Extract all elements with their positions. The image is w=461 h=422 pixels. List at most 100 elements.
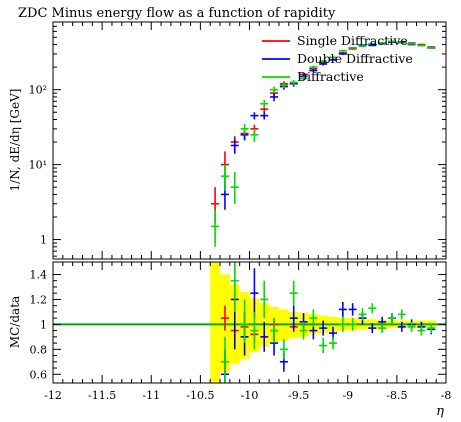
ratio-series-diffractive	[220, 262, 436, 383]
legend-item: Diffractive	[262, 69, 364, 84]
energy-flow-points	[211, 40, 436, 247]
ratio-point	[427, 323, 436, 334]
series-diffractive	[211, 40, 436, 247]
data-point	[427, 47, 436, 49]
y-tick-label: 10¹	[29, 159, 47, 172]
x-axis: -12 -11.5 -11 -10.5 -10 -9.5 -9 -8.5 -8	[44, 262, 451, 402]
legend: Single Diffractive Double Diffractive Diff…	[262, 33, 413, 84]
data-point	[309, 68, 318, 73]
ratio-point	[289, 305, 298, 331]
ratio-point	[368, 303, 377, 314]
ratio-point	[387, 313, 396, 324]
energy-flow-panel: 1 10¹ 10² 1/N, dE/dη [GeV] Single Diffract…	[8, 21, 447, 260]
ratio-point	[397, 309, 406, 320]
x-tick-label: -8	[441, 389, 452, 402]
x-axis-label: η	[436, 404, 444, 419]
ratio-point	[378, 323, 387, 334]
data-point	[211, 209, 220, 247]
x-tick-label: -10	[241, 389, 259, 402]
top-x-ticks	[52, 22, 447, 259]
data-point	[289, 79, 298, 86]
data-point	[397, 42, 406, 44]
ratio-point	[230, 262, 239, 312]
chart-title: ZDC Minus energy flow as a function of r…	[18, 6, 336, 21]
legend-label: Single Diffractive	[297, 33, 408, 48]
ratio-panel: 0.60.811.21.4 -12 -11.5 -11 -10.5 -10 -9.5 -9-…	[8, 261, 451, 419]
ratio-point	[338, 316, 347, 332]
y-tick-label: 1	[40, 234, 47, 247]
x-tick-label: -10.5	[186, 389, 214, 402]
data-point	[348, 47, 357, 49]
x-tick-label: -9.5	[288, 389, 309, 402]
data-point	[260, 99, 269, 108]
ratio-point	[220, 305, 229, 331]
ratio-point	[407, 321, 416, 332]
ratio-point	[279, 339, 288, 360]
legend-item: Double Diffractive	[262, 51, 413, 66]
x-tick-label: -11.5	[88, 389, 116, 402]
ratio-point	[358, 308, 367, 321]
ratio-point	[260, 321, 269, 352]
data-point	[387, 40, 396, 43]
data-point	[230, 138, 239, 154]
ratio-y-tick-label: 0.6	[30, 368, 48, 381]
ratio-points	[220, 262, 436, 383]
data-point	[378, 42, 387, 44]
ratio-y-tick-label: 1	[40, 318, 47, 331]
x-tick-label: -9	[342, 389, 353, 402]
data-point	[250, 128, 259, 143]
x-tick-label: -8.5	[386, 389, 407, 402]
top-y-axis: 1 10¹ 10²	[29, 21, 446, 257]
data-point	[299, 76, 308, 82]
data-point	[329, 58, 338, 62]
ratio-point	[309, 309, 318, 327]
data-point	[329, 56, 338, 59]
data-point	[230, 171, 239, 204]
ratio-point	[250, 311, 259, 350]
data-point	[319, 59, 328, 63]
ratio-y-tick-label: 0.8	[30, 343, 48, 356]
ratio-point	[348, 318, 357, 331]
y-tick-label: 10²	[29, 84, 47, 97]
ratio-point	[250, 268, 259, 319]
data-point	[270, 86, 279, 94]
legend-label: Double Diffractive	[297, 51, 413, 66]
x-tick-label: -11	[142, 389, 160, 402]
data-point	[368, 44, 377, 47]
ratio-point	[338, 301, 347, 317]
data-point	[319, 62, 328, 66]
data-point	[417, 44, 426, 47]
ratio-point	[270, 318, 279, 344]
bottom-y-axis-label: MC/data	[8, 296, 22, 348]
data-point	[338, 52, 347, 56]
top-y-axis-label: 1/N, dE/dη [GeV]	[8, 89, 22, 192]
data-point	[220, 164, 229, 191]
ratio-point	[348, 303, 357, 316]
data-point	[358, 45, 367, 48]
ratio-y-tick-label: 1.4	[30, 268, 48, 281]
ratio-point	[329, 336, 338, 350]
data-point	[407, 42, 416, 45]
bottom-y-axis: 0.6 0.8 1 1.2 1.4	[30, 268, 446, 381]
ratio-point	[368, 323, 377, 334]
legend-item: Single Diffractive	[262, 33, 408, 48]
data-point	[260, 112, 269, 120]
ratio-point	[319, 338, 328, 354]
series-double-diffractive	[220, 41, 436, 210]
ratio-point	[240, 299, 249, 344]
data-point	[270, 93, 279, 102]
ratio-point	[260, 280, 269, 319]
ratio-y-tick-label: 1.2	[30, 293, 48, 306]
ratio-point	[220, 336, 229, 383]
band-bin	[210, 262, 221, 383]
legend-label: Diffractive	[297, 69, 364, 84]
ratio-point	[299, 321, 308, 340]
data-point	[279, 82, 288, 89]
ratio-point	[319, 320, 328, 336]
data-point	[338, 49, 347, 52]
data-point	[309, 65, 318, 69]
x-tick-label: -12	[44, 389, 62, 402]
ratio-point	[417, 325, 426, 336]
data-point	[240, 123, 249, 135]
